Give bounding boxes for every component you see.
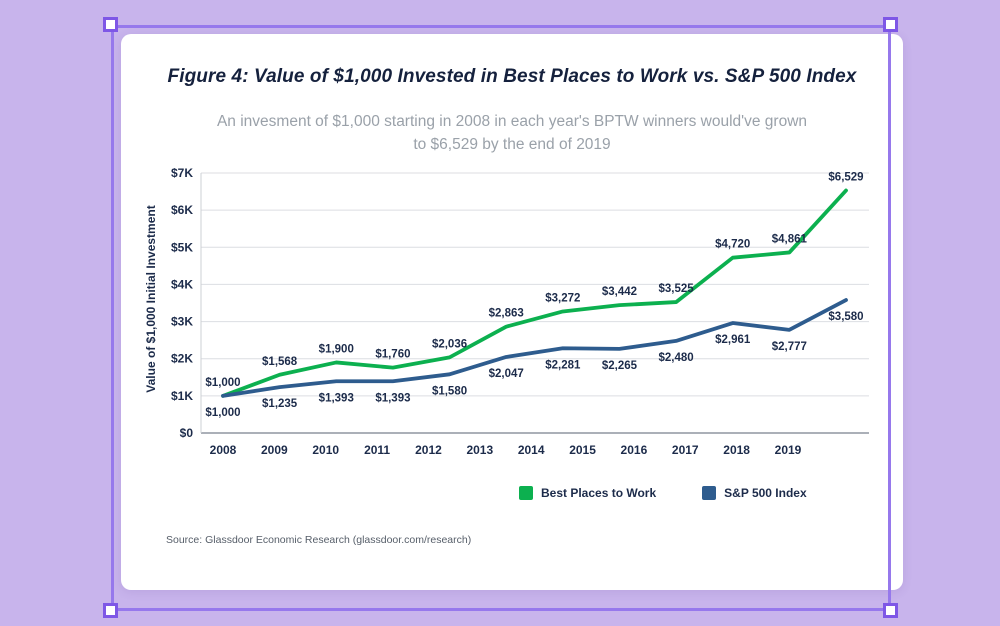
svg-text:$1,000: $1,000 <box>205 377 240 389</box>
svg-text:$6K: $6K <box>171 203 193 217</box>
svg-text:$1,568: $1,568 <box>262 356 298 368</box>
svg-text:2012: 2012 <box>415 443 442 457</box>
svg-text:2017: 2017 <box>672 443 699 457</box>
svg-text:$1,580: $1,580 <box>432 385 467 397</box>
frame-handle-top-left[interactable] <box>103 17 118 32</box>
svg-text:2019: 2019 <box>775 443 802 457</box>
svg-text:$2,047: $2,047 <box>489 368 524 380</box>
svg-text:$7K: $7K <box>171 166 193 180</box>
frame-handle-top-right[interactable] <box>883 17 898 32</box>
legend-item-best-places: Best Places to Work <box>519 486 656 500</box>
svg-text:$1,393: $1,393 <box>375 392 410 404</box>
legend-label-best-places: Best Places to Work <box>541 486 657 500</box>
subtitle-line-2: to $6,529 by the end of 2019 <box>413 136 611 153</box>
svg-text:$1,900: $1,900 <box>319 343 354 355</box>
svg-text:$2K: $2K <box>171 352 193 366</box>
subtitle-line-1: An invesment of $1,000 starting in 2008 … <box>216 113 808 130</box>
svg-text:2008: 2008 <box>210 443 237 457</box>
svg-text:2018: 2018 <box>723 443 750 457</box>
svg-text:$3K: $3K <box>171 315 193 329</box>
svg-text:$3,525: $3,525 <box>658 283 694 295</box>
svg-text:$2,777: $2,777 <box>772 341 807 353</box>
figure-subtitle: An invesment of $1,000 starting in 2008 … <box>121 110 903 156</box>
svg-text:$4,861: $4,861 <box>772 233 808 245</box>
svg-text:$1,000: $1,000 <box>205 407 240 419</box>
svg-text:2011: 2011 <box>364 443 390 457</box>
svg-text:$4K: $4K <box>171 277 193 291</box>
svg-text:$2,863: $2,863 <box>489 308 524 320</box>
chart-legend: Best Places to Work S&P 500 Index <box>519 486 807 500</box>
svg-text:$5K: $5K <box>171 240 193 254</box>
svg-text:$4,720: $4,720 <box>715 239 750 251</box>
svg-text:$2,265: $2,265 <box>602 360 638 372</box>
frame-handle-bottom-left[interactable] <box>103 603 118 618</box>
svg-text:$1K: $1K <box>171 389 193 403</box>
svg-text:$1,235: $1,235 <box>262 398 298 410</box>
svg-text:2015: 2015 <box>569 443 596 457</box>
svg-text:$0: $0 <box>180 426 194 440</box>
legend-swatch-sp500 <box>702 486 717 500</box>
legend-swatch-best-places <box>519 486 533 500</box>
chart-card: Figure 4: Value of $1,000 Invested in Be… <box>121 34 903 590</box>
svg-text:$3,272: $3,272 <box>545 292 580 304</box>
frame-handle-bottom-right[interactable] <box>883 603 898 618</box>
svg-text:2010: 2010 <box>312 443 339 457</box>
svg-text:$1,760: $1,760 <box>375 349 410 361</box>
svg-text:2009: 2009 <box>261 443 288 457</box>
svg-text:$3,442: $3,442 <box>602 286 637 298</box>
legend-item-sp500: S&P 500 Index <box>702 486 807 500</box>
svg-text:$2,036: $2,036 <box>432 338 467 350</box>
svg-text:$2,961: $2,961 <box>715 334 751 346</box>
legend-label-sp500: S&P 500 Index <box>724 486 807 500</box>
svg-text:2014: 2014 <box>518 443 545 457</box>
svg-text:$6,529: $6,529 <box>828 171 863 183</box>
svg-text:$2,281: $2,281 <box>545 359 581 371</box>
line-chart: $0 $1K $2K $3K $4K $5K $6K $7K 2008 2009 2010 2011 2… <box>171 166 869 457</box>
svg-text:$3,580: $3,580 <box>828 311 863 323</box>
svg-text:$1,393: $1,393 <box>319 392 354 404</box>
svg-text:$2,480: $2,480 <box>658 352 693 364</box>
source-text: Source: Glassdoor Economic Research (gla… <box>166 534 472 546</box>
svg-text:2016: 2016 <box>621 443 648 457</box>
figure-title: Figure 4: Value of $1,000 Invested in Be… <box>167 66 857 87</box>
svg-text:2013: 2013 <box>466 443 493 457</box>
